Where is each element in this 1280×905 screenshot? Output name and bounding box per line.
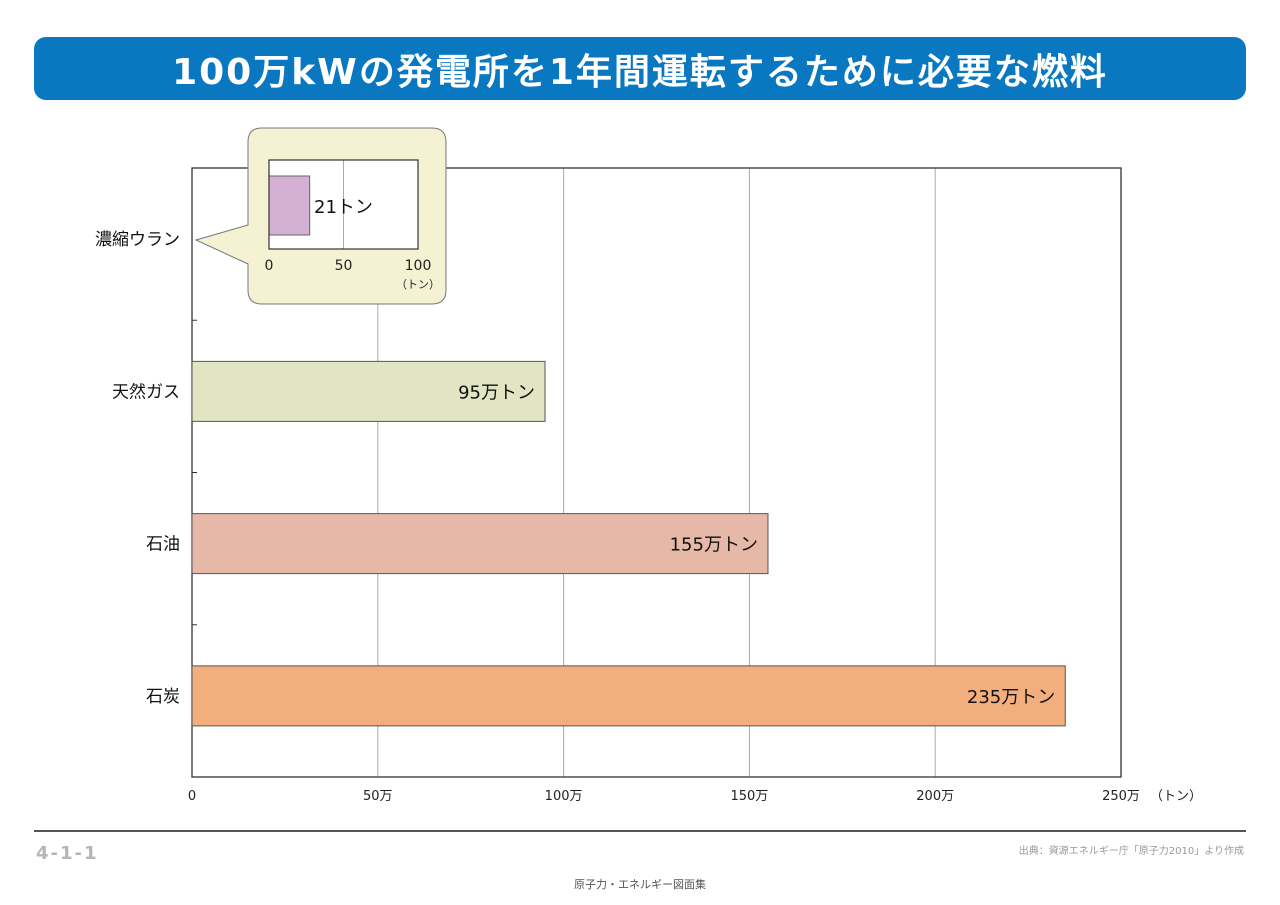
inset-tick-label: 50 (335, 258, 353, 274)
inset-data-label: 21トン (314, 197, 373, 218)
x-axis-unit: （トン） (1150, 789, 1202, 804)
inset-tick-label: 0 (265, 258, 274, 274)
bar (191, 513, 769, 575)
x-tick-label: 250万 (1102, 789, 1140, 804)
data-label: 155万トン (670, 535, 758, 556)
x-tick-label: 150万 (730, 789, 768, 804)
category-label: 天然ガス (112, 382, 180, 402)
inset-tick-label: 100 (405, 258, 432, 274)
bar (191, 360, 546, 422)
source-note: 出典：資源エネルギー庁「原子力2010」より作成 (1018, 846, 1244, 857)
inset-axis-unit: （トン） (396, 278, 440, 291)
footer: 原子力・エネルギー図面集 (574, 878, 706, 891)
category-label: 石油 (146, 535, 180, 555)
page-title: 100万kWの発電所を1年間運転するために必要な燃料 (34, 37, 1246, 100)
inset-bar (268, 175, 311, 236)
divider (34, 830, 1246, 832)
figure-number: 4-1-1 (36, 843, 99, 864)
category-label: 濃縮ウラン (95, 230, 180, 250)
x-tick-label: 200万 (916, 789, 954, 804)
x-tick-label: 0 (188, 789, 196, 804)
x-tick-label: 100万 (545, 789, 583, 804)
category-label: 石炭 (146, 687, 180, 707)
data-label: 95万トン (458, 382, 535, 403)
bar (191, 665, 1066, 727)
inset-frame (268, 159, 419, 250)
data-label: 235万トン (967, 687, 1055, 708)
x-tick-label: 50万 (363, 789, 393, 804)
